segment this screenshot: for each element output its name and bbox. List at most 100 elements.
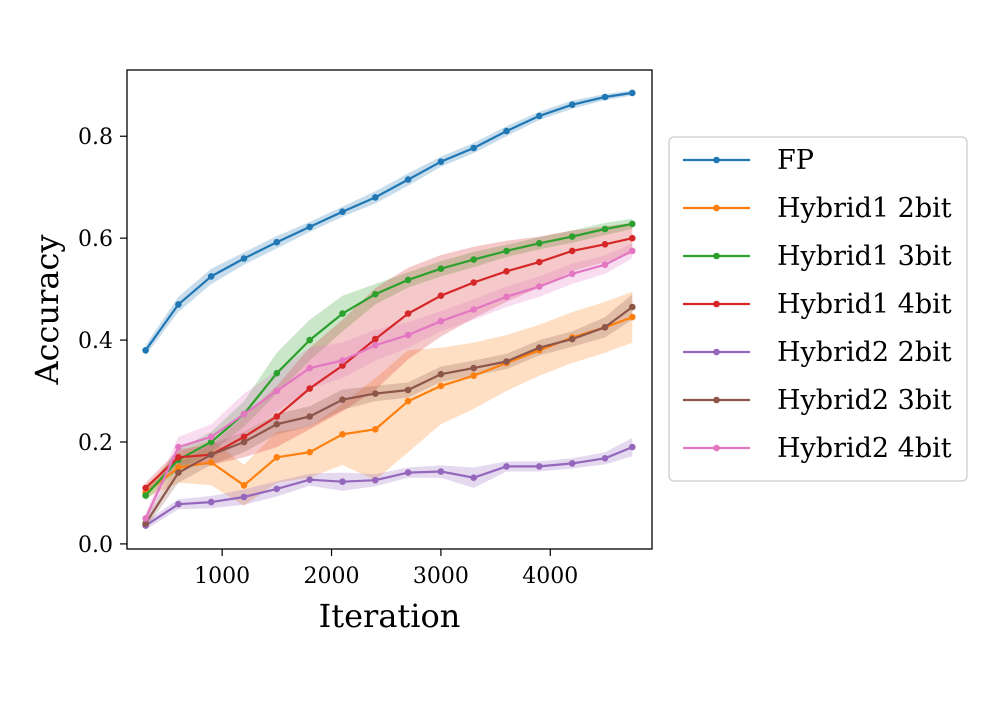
point-hybrid2-4bit-6 (339, 357, 346, 364)
point-hybrid1-2bit-6 (339, 431, 346, 438)
point-hybrid1-3bit-0 (142, 492, 149, 499)
point-fp-15 (629, 89, 636, 97)
legend-label-hybrid2-3bit: Hybrid2 3bit (777, 385, 952, 416)
point-hybrid2-3bit-15 (629, 303, 636, 311)
point-hybrid1-2bit-4 (273, 454, 281, 461)
point-hybrid1-4bit-3 (240, 433, 248, 441)
point-hybrid1-2bit-8 (404, 397, 412, 405)
point-hybrid2-3bit-2 (207, 451, 215, 459)
point-hybrid2-2bit-13 (568, 460, 576, 467)
plot-frame (126, 69, 653, 550)
point-hybrid2-2bit-14 (601, 455, 609, 462)
y-tick-label-0.4: 0.4 (78, 329, 113, 354)
point-hybrid1-4bit-14 (601, 241, 609, 248)
line-fp (144, 91, 633, 351)
point-hybrid2-2bit-12 (536, 463, 543, 470)
point-hybrid2-2bit-1 (175, 500, 182, 508)
legend-box (668, 136, 968, 482)
point-hybrid1-4bit-0 (142, 484, 149, 492)
x-tick-label-1000: 1000 (194, 564, 250, 589)
point-hybrid1-3bit-2 (207, 438, 215, 446)
point-hybrid2-3bit-9 (437, 370, 445, 378)
point-hybrid2-4bit-11 (503, 293, 510, 301)
point-hybrid1-3bit-9 (437, 265, 445, 273)
band-hybrid2-3bit (145, 294, 633, 529)
point-hybrid2-3bit-12 (536, 344, 543, 352)
line-hybrid2-4bit (144, 249, 633, 519)
point-hybrid1-4bit-4 (273, 413, 281, 420)
point-hybrid1-2bit-10 (470, 372, 478, 380)
point-fp-2 (207, 273, 215, 280)
point-hybrid2-2bit-3 (240, 493, 248, 501)
point-hybrid2-2bit-2 (207, 498, 215, 506)
legend-marker-hybrid1-3bit (713, 252, 720, 260)
point-fp-0 (142, 347, 149, 354)
point-hybrid1-2bit-5 (306, 448, 314, 456)
point-fp-12 (536, 112, 543, 120)
point-hybrid2-2bit-15 (629, 443, 636, 451)
point-hybrid2-4bit-13 (568, 270, 576, 278)
legend-label-hybrid1-4bit: Hybrid1 4bit (777, 289, 952, 320)
point-hybrid2-4bit-5 (306, 364, 314, 372)
point-hybrid1-4bit-9 (437, 292, 445, 300)
legend-marker-hybrid2-3bit (713, 396, 720, 404)
legend-label-hybrid2-4bit: Hybrid2 4bit (777, 433, 952, 464)
point-hybrid2-2bit-10 (470, 474, 478, 482)
point-hybrid1-3bit-15 (629, 220, 636, 228)
point-hybrid2-3bit-3 (240, 438, 248, 446)
point-fp-8 (404, 176, 412, 183)
lines-layer (142, 89, 636, 529)
point-hybrid1-2bit-3 (240, 482, 248, 489)
point-hybrid1-4bit-6 (339, 362, 346, 369)
point-hybrid2-3bit-13 (568, 335, 576, 343)
point-fp-11 (503, 127, 510, 135)
point-hybrid1-3bit-8 (404, 276, 412, 284)
point-hybrid1-4bit-8 (404, 310, 412, 317)
axes-layer: 1000 2000 3000 4000 0.0 0.2 0.4 0.6 0.8 Iteration… (28, 69, 653, 635)
legend-marker-hybrid1-2bit (713, 204, 720, 212)
point-hybrid2-4bit-1 (175, 443, 182, 451)
y-tick-label-0.6: 0.6 (78, 227, 113, 252)
point-hybrid2-3bit-4 (273, 420, 281, 428)
point-hybrid2-2bit-9 (437, 468, 445, 475)
point-hybrid1-3bit-5 (306, 336, 314, 344)
legend-marker-hybrid2-2bit (713, 348, 720, 356)
legend-label-hybrid1-3bit: Hybrid1 3bit (777, 241, 952, 272)
point-hybrid1-4bit-13 (568, 247, 576, 255)
point-hybrid2-4bit-0 (142, 515, 149, 522)
x-tick-label-4000: 4000 (522, 564, 578, 589)
point-fp-1 (175, 301, 182, 308)
legend-label-fp: FP (777, 145, 814, 176)
y-tick-label-0.8: 0.8 (78, 125, 113, 150)
band-hybrid1-2bit (145, 291, 633, 506)
point-hybrid2-3bit-8 (404, 386, 412, 394)
y-axis-label: Accuracy (28, 235, 66, 386)
point-fp-5 (306, 223, 314, 231)
point-hybrid1-4bit-11 (503, 268, 510, 275)
point-hybrid1-2bit-2 (207, 459, 215, 466)
point-fp-13 (568, 101, 576, 108)
point-hybrid2-3bit-11 (503, 358, 510, 365)
point-hybrid2-3bit-14 (601, 324, 609, 331)
legend-marker-hybrid1-4bit (713, 300, 720, 308)
band-hybrid1-4bit (145, 222, 633, 493)
point-fp-7 (372, 194, 379, 201)
point-hybrid1-4bit-1 (175, 454, 182, 461)
y-tick-label-0: 0.0 (78, 533, 113, 558)
point-fp-14 (601, 93, 609, 101)
point-fp-9 (437, 158, 445, 165)
point-hybrid2-4bit-9 (437, 317, 445, 325)
point-hybrid1-4bit-7 (372, 335, 379, 343)
point-hybrid2-4bit-4 (273, 387, 281, 395)
point-hybrid1-2bit-15 (629, 313, 636, 321)
point-fp-10 (470, 144, 478, 152)
point-hybrid2-3bit-0 (142, 520, 149, 527)
line-hybrid1-4bit (144, 237, 633, 489)
point-hybrid2-4bit-2 (207, 433, 215, 441)
point-hybrid2-3bit-1 (175, 469, 182, 476)
point-hybrid1-3bit-11 (503, 247, 510, 255)
point-hybrid1-3bit-6 (339, 310, 346, 317)
point-hybrid2-2bit-7 (372, 476, 379, 484)
line-hybrid1-3bit (144, 222, 633, 497)
